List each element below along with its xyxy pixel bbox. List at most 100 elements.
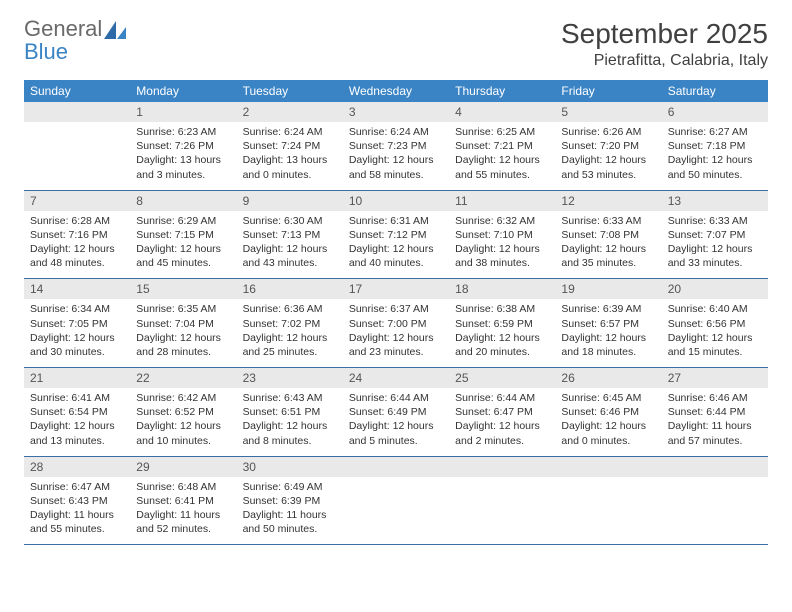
day-detail: Sunrise: 6:42 AMSunset: 6:52 PMDaylight:… bbox=[130, 388, 236, 456]
calendar-grid: Sunday Monday Tuesday Wednesday Thursday… bbox=[24, 80, 768, 545]
week-row: 14151617181920Sunrise: 6:34 AMSunset: 7:… bbox=[24, 279, 768, 368]
sunset-text: Sunset: 6:46 PM bbox=[561, 405, 655, 419]
daylight-text: Daylight: 11 hours and 57 minutes. bbox=[668, 419, 762, 447]
day-number: 21 bbox=[24, 368, 130, 388]
day-detail: Sunrise: 6:31 AMSunset: 7:12 PMDaylight:… bbox=[343, 211, 449, 279]
sunset-text: Sunset: 6:43 PM bbox=[30, 494, 124, 508]
day-detail bbox=[555, 477, 661, 545]
day-detail: Sunrise: 6:39 AMSunset: 6:57 PMDaylight:… bbox=[555, 299, 661, 367]
daylight-text: Daylight: 12 hours and 30 minutes. bbox=[30, 331, 124, 359]
day-detail: Sunrise: 6:28 AMSunset: 7:16 PMDaylight:… bbox=[24, 211, 130, 279]
day-number: 25 bbox=[449, 368, 555, 388]
logo-sail-icon bbox=[102, 19, 128, 41]
sunset-text: Sunset: 6:54 PM bbox=[30, 405, 124, 419]
day-detail: Sunrise: 6:25 AMSunset: 7:21 PMDaylight:… bbox=[449, 122, 555, 190]
day-detail: Sunrise: 6:40 AMSunset: 6:56 PMDaylight:… bbox=[662, 299, 768, 367]
logo: General Blue bbox=[24, 18, 128, 63]
dow-wednesday: Wednesday bbox=[343, 80, 449, 102]
sunrise-text: Sunrise: 6:43 AM bbox=[243, 391, 337, 405]
sunset-text: Sunset: 6:56 PM bbox=[668, 317, 762, 331]
daylight-text: Daylight: 12 hours and 55 minutes. bbox=[455, 153, 549, 181]
sunset-text: Sunset: 6:52 PM bbox=[136, 405, 230, 419]
sunrise-text: Sunrise: 6:32 AM bbox=[455, 214, 549, 228]
day-detail: Sunrise: 6:44 AMSunset: 6:49 PMDaylight:… bbox=[343, 388, 449, 456]
dow-thursday: Thursday bbox=[449, 80, 555, 102]
sunrise-text: Sunrise: 6:46 AM bbox=[668, 391, 762, 405]
sunset-text: Sunset: 6:51 PM bbox=[243, 405, 337, 419]
day-detail: Sunrise: 6:34 AMSunset: 7:05 PMDaylight:… bbox=[24, 299, 130, 367]
sunrise-text: Sunrise: 6:26 AM bbox=[561, 125, 655, 139]
day-detail bbox=[449, 477, 555, 545]
daylight-text: Daylight: 12 hours and 0 minutes. bbox=[561, 419, 655, 447]
sunset-text: Sunset: 7:00 PM bbox=[349, 317, 443, 331]
day-detail bbox=[662, 477, 768, 545]
day-of-week-header: Sunday Monday Tuesday Wednesday Thursday… bbox=[24, 80, 768, 102]
day-number: 30 bbox=[237, 457, 343, 477]
day-number: 26 bbox=[555, 368, 661, 388]
logo-line1: General bbox=[24, 16, 102, 41]
day-detail: Sunrise: 6:33 AMSunset: 7:08 PMDaylight:… bbox=[555, 211, 661, 279]
sunset-text: Sunset: 6:47 PM bbox=[455, 405, 549, 419]
daylight-text: Daylight: 12 hours and 13 minutes. bbox=[30, 419, 124, 447]
day-number: 29 bbox=[130, 457, 236, 477]
sunrise-text: Sunrise: 6:36 AM bbox=[243, 302, 337, 316]
day-number: 8 bbox=[130, 191, 236, 211]
daylight-text: Daylight: 12 hours and 10 minutes. bbox=[136, 419, 230, 447]
dow-monday: Monday bbox=[130, 80, 236, 102]
sunrise-text: Sunrise: 6:25 AM bbox=[455, 125, 549, 139]
sunrise-text: Sunrise: 6:24 AM bbox=[349, 125, 443, 139]
day-detail-row: Sunrise: 6:47 AMSunset: 6:43 PMDaylight:… bbox=[24, 477, 768, 545]
day-detail: Sunrise: 6:32 AMSunset: 7:10 PMDaylight:… bbox=[449, 211, 555, 279]
day-detail: Sunrise: 6:24 AMSunset: 7:24 PMDaylight:… bbox=[237, 122, 343, 190]
daylight-text: Daylight: 12 hours and 8 minutes. bbox=[243, 419, 337, 447]
day-detail: Sunrise: 6:44 AMSunset: 6:47 PMDaylight:… bbox=[449, 388, 555, 456]
day-number-row: 282930 bbox=[24, 457, 768, 477]
sunset-text: Sunset: 7:10 PM bbox=[455, 228, 549, 242]
day-number: 27 bbox=[662, 368, 768, 388]
sunrise-text: Sunrise: 6:38 AM bbox=[455, 302, 549, 316]
day-detail: Sunrise: 6:27 AMSunset: 7:18 PMDaylight:… bbox=[662, 122, 768, 190]
day-detail: Sunrise: 6:35 AMSunset: 7:04 PMDaylight:… bbox=[130, 299, 236, 367]
day-number: 5 bbox=[555, 102, 661, 122]
daylight-text: Daylight: 12 hours and 23 minutes. bbox=[349, 331, 443, 359]
sunset-text: Sunset: 7:24 PM bbox=[243, 139, 337, 153]
sunrise-text: Sunrise: 6:34 AM bbox=[30, 302, 124, 316]
day-number: 9 bbox=[237, 191, 343, 211]
day-number: 20 bbox=[662, 279, 768, 299]
day-detail bbox=[343, 477, 449, 545]
daylight-text: Daylight: 13 hours and 0 minutes. bbox=[243, 153, 337, 181]
daylight-text: Daylight: 11 hours and 50 minutes. bbox=[243, 508, 337, 536]
day-detail: Sunrise: 6:48 AMSunset: 6:41 PMDaylight:… bbox=[130, 477, 236, 545]
sunrise-text: Sunrise: 6:30 AM bbox=[243, 214, 337, 228]
day-detail: Sunrise: 6:24 AMSunset: 7:23 PMDaylight:… bbox=[343, 122, 449, 190]
calendar-page: General Blue September 2025 Pietrafitta,… bbox=[0, 0, 792, 612]
day-number-row: 21222324252627 bbox=[24, 368, 768, 388]
day-detail: Sunrise: 6:47 AMSunset: 6:43 PMDaylight:… bbox=[24, 477, 130, 545]
day-detail: Sunrise: 6:36 AMSunset: 7:02 PMDaylight:… bbox=[237, 299, 343, 367]
week-row: 282930Sunrise: 6:47 AMSunset: 6:43 PMDay… bbox=[24, 457, 768, 546]
day-number: 18 bbox=[449, 279, 555, 299]
sunset-text: Sunset: 6:39 PM bbox=[243, 494, 337, 508]
day-number: 3 bbox=[343, 102, 449, 122]
sunrise-text: Sunrise: 6:37 AM bbox=[349, 302, 443, 316]
sunset-text: Sunset: 7:04 PM bbox=[136, 317, 230, 331]
daylight-text: Daylight: 12 hours and 28 minutes. bbox=[136, 331, 230, 359]
day-detail: Sunrise: 6:29 AMSunset: 7:15 PMDaylight:… bbox=[130, 211, 236, 279]
sunset-text: Sunset: 7:05 PM bbox=[30, 317, 124, 331]
sunrise-text: Sunrise: 6:28 AM bbox=[30, 214, 124, 228]
logo-line2: Blue bbox=[24, 39, 68, 64]
day-detail: Sunrise: 6:45 AMSunset: 6:46 PMDaylight:… bbox=[555, 388, 661, 456]
sunset-text: Sunset: 6:57 PM bbox=[561, 317, 655, 331]
day-number bbox=[24, 102, 130, 122]
dow-sunday: Sunday bbox=[24, 80, 130, 102]
daylight-text: Daylight: 12 hours and 40 minutes. bbox=[349, 242, 443, 270]
day-number-row: 14151617181920 bbox=[24, 279, 768, 299]
sunset-text: Sunset: 7:12 PM bbox=[349, 228, 443, 242]
sunset-text: Sunset: 7:07 PM bbox=[668, 228, 762, 242]
month-title: September 2025 bbox=[561, 18, 768, 50]
day-detail: Sunrise: 6:23 AMSunset: 7:26 PMDaylight:… bbox=[130, 122, 236, 190]
daylight-text: Daylight: 12 hours and 20 minutes. bbox=[455, 331, 549, 359]
day-detail: Sunrise: 6:38 AMSunset: 6:59 PMDaylight:… bbox=[449, 299, 555, 367]
day-number-row: 123456 bbox=[24, 102, 768, 122]
day-number: 22 bbox=[130, 368, 236, 388]
